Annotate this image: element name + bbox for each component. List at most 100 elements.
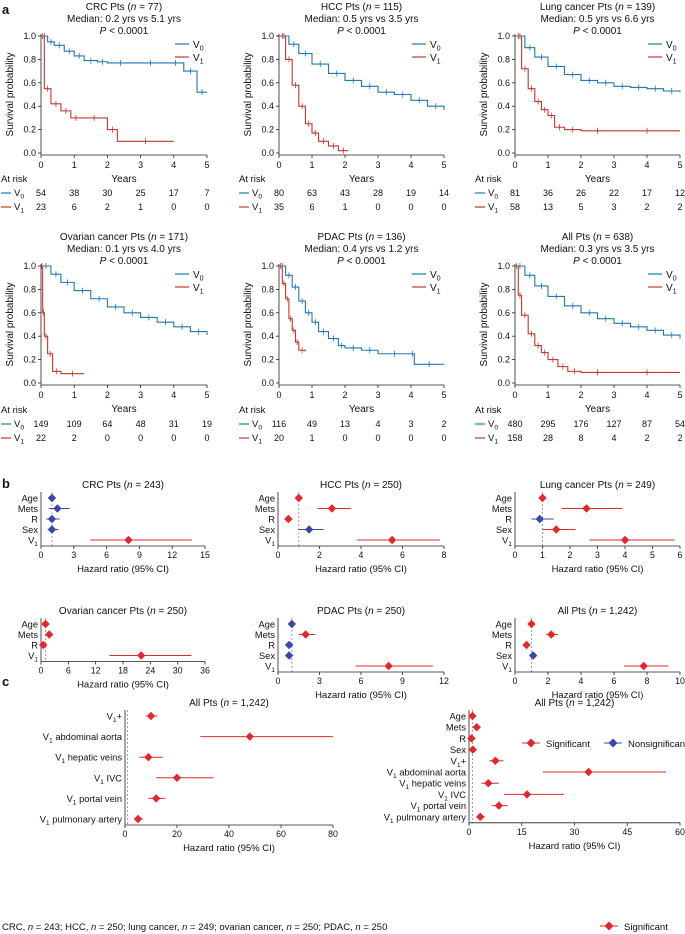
x-tick-label: 6 [66, 666, 71, 676]
hr-marker [327, 504, 337, 513]
hr-marker [47, 493, 57, 503]
y-axis-label: Survival probability [5, 283, 16, 367]
y-tick-label: 0.2 [23, 355, 36, 365]
at-risk-count: 64 [102, 419, 112, 429]
hr-marker [284, 651, 294, 660]
km-curve-V0 [515, 35, 681, 93]
x-tick-label: 24 [145, 666, 155, 676]
hr-marker [304, 525, 314, 534]
forest-plot: HCC Pts (n = 250) 0 2 4 6 8 Hazard ratio (95% … [255, 480, 447, 575]
at-risk-count: 63 [307, 188, 317, 198]
x-tick-label: 3 [71, 550, 76, 560]
row-label: R [459, 734, 466, 744]
hr-marker [552, 525, 561, 534]
at-risk-label: At risk [239, 174, 266, 185]
x-tick-label: 3 [375, 160, 380, 170]
at-risk-count: 17 [642, 188, 652, 198]
forest-plot: Ovarian cancer Pts (n = 250) 0 6 12 18 24 30 36… [18, 606, 210, 691]
at-risk-group: V1 [488, 202, 498, 215]
km-curve-V1 [279, 265, 306, 352]
at-risk-count: 8 [578, 433, 583, 443]
hr-marker [172, 773, 182, 782]
x-tick-label: 5 [441, 160, 446, 170]
at-risk-count: 58 [510, 202, 520, 212]
at-risk-group: V1 [14, 202, 24, 215]
panel-label-a: a [2, 2, 10, 17]
at-risk-count: 7 [204, 188, 209, 198]
row-label: Age [258, 620, 275, 630]
hr-marker [47, 514, 57, 524]
median-text: Median: 0.4 yrs vs 1.2 yrs [305, 244, 419, 255]
at-risk-count: 0 [171, 202, 176, 212]
x-axis-label: Years [111, 404, 136, 415]
x-tick-label: 2 [578, 390, 583, 400]
x-tick-label: 15 [517, 827, 527, 837]
legend-label-v1: V1 [193, 53, 204, 66]
x-tick-label: 36 [200, 666, 210, 676]
at-risk-count: 25 [136, 188, 146, 198]
at-risk-count: 54 [675, 419, 685, 429]
x-tick-label: 0 [39, 550, 44, 560]
x-tick-label: 4 [623, 550, 628, 560]
row-label: V1 [502, 536, 512, 549]
at-risk-group: V1 [252, 202, 262, 215]
x-tick-label: 1 [72, 160, 77, 170]
y-tick-label: 0.8 [23, 284, 36, 294]
median-text: Median: 0.1 yrs vs 4.0 yrs [67, 244, 181, 255]
at-risk-count: 295 [540, 419, 555, 429]
at-risk-count: 30 [102, 188, 112, 198]
hr-marker [476, 812, 485, 821]
hr-marker [53, 504, 62, 513]
x-tick-label: 6 [612, 676, 617, 686]
row-label: Age [495, 494, 512, 504]
at-risk-count: 1 [342, 202, 347, 212]
y-tick-label: 1.0 [23, 261, 36, 271]
x-tick-label: 2 [342, 160, 347, 170]
legend-c: Significant [600, 921, 668, 933]
median-text: Median: 0.5 yrs vs 3.5 yrs [305, 14, 419, 25]
hr-marker [472, 723, 481, 732]
x-tick-label: 4 [644, 390, 649, 400]
at-risk-count: 0 [408, 433, 413, 443]
x-tick-label: 0 [276, 550, 281, 560]
at-risk-count: 0 [408, 202, 413, 212]
p-value: P < 0.0001 [337, 26, 386, 37]
at-risk-count: 22 [36, 433, 46, 443]
forest-plot: PDAC Pts (n = 250) 0 3 6 9 12 Hazard ratio (95… [255, 606, 449, 701]
row-label: Mets [255, 504, 275, 514]
at-risk-count: 48 [136, 419, 146, 429]
at-risk-count: 3 [408, 419, 413, 429]
y-tick-label: 0.0 [23, 378, 36, 388]
x-tick-label: 0 [276, 390, 281, 400]
row-label: Mets [255, 630, 275, 640]
at-risk-count: 2 [644, 433, 649, 443]
at-risk-count: 38 [69, 188, 79, 198]
y-tick-label: 0.6 [261, 308, 274, 318]
x-tick-label: 8 [645, 676, 650, 686]
legend-label-v1: V1 [666, 53, 677, 66]
row-label: V1+ [451, 756, 466, 769]
y-axis-label: Survival probability [5, 53, 16, 137]
row-label: V1 [28, 651, 38, 664]
x-tick-label: 3 [611, 160, 616, 170]
row-label: V1 [265, 536, 275, 549]
legend-c-significant: Significant [624, 922, 668, 933]
y-tick-label: 0.0 [261, 378, 274, 388]
at-risk-count: 480 [507, 419, 522, 429]
x-tick-label: 18 [118, 666, 128, 676]
y-tick-label: 0.6 [497, 78, 510, 88]
at-risk-label: At risk [1, 174, 28, 185]
y-axis-label: Survival probability [479, 283, 490, 367]
hr-marker [124, 535, 133, 545]
km-chart: All Pts (n = 638)Median: 0.3 yrs vs 3.5 … [475, 232, 685, 446]
x-tick-label: 0 [512, 160, 517, 170]
x-tick-label: 2 [105, 390, 110, 400]
x-tick-label: 12 [439, 676, 449, 686]
x-axis-label: Hazard ratio (95% CI) [315, 564, 407, 575]
at-risk-count: 176 [573, 419, 588, 429]
at-risk-count: 17 [169, 188, 179, 198]
x-tick-label: 20 [172, 829, 182, 839]
x-tick-label: 0 [276, 160, 281, 170]
forest-plot: All Pts (n = 1,242) 0 20 40 60 80 Hazard ratio… [40, 698, 338, 854]
y-tick-label: 0.8 [261, 284, 274, 294]
